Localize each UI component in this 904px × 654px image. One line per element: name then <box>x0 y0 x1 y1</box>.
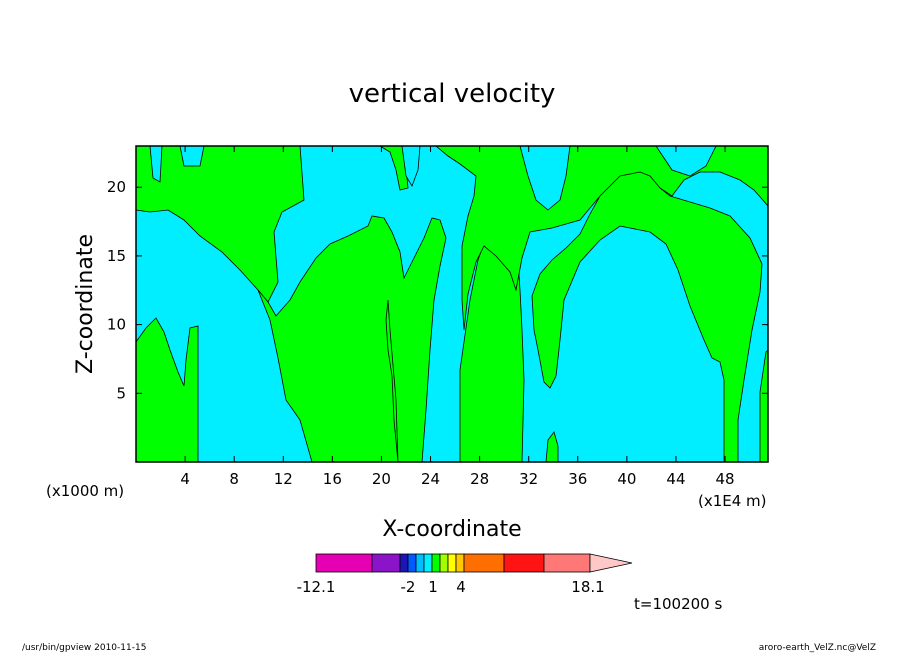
colorbar-swatch <box>431 553 441 573</box>
contour-region <box>257 215 447 463</box>
colorbar-swatch <box>439 553 449 573</box>
colorbar-swatch <box>399 553 409 573</box>
y-tick-label: 10 <box>107 316 126 334</box>
x-axis-ticks: 4 8 12 16 20 24 28 32 36 40 44 48 <box>180 146 735 488</box>
x-tick-label: 44 <box>666 470 685 488</box>
contour-region <box>135 145 305 303</box>
chart-title: vertical velocity <box>349 79 556 109</box>
colorbar-extend-arrow <box>589 553 633 573</box>
x-tick-label: 28 <box>470 470 489 488</box>
colorbar-swatch <box>543 553 591 573</box>
colorbar-swatch <box>407 553 417 573</box>
colorbar-swatch <box>503 553 545 573</box>
contour-region <box>434 145 769 463</box>
x-tick-label: 24 <box>421 470 440 488</box>
colorbar-swatch <box>447 553 457 573</box>
colorbar-swatch <box>463 553 505 573</box>
footer-right: aroro-earth_VelZ.nc@VelZ <box>759 643 876 653</box>
y-tick-label: 20 <box>107 178 126 196</box>
x-axis-label: X-coordinate <box>382 517 521 542</box>
colorbar-tick-label: -2 <box>401 578 416 596</box>
y-tick-label: 5 <box>116 384 126 402</box>
colorbar-swatch <box>371 553 401 573</box>
x-tick-label: 20 <box>372 470 391 488</box>
x-tick-label: 36 <box>568 470 587 488</box>
colorbar-swatch <box>315 553 373 573</box>
x-tick-label: 48 <box>716 470 735 488</box>
x-tick-label: 8 <box>229 470 239 488</box>
x-unit-left: (x1000 m) <box>46 482 124 500</box>
x-unit-right: (x1E4 m) <box>698 492 767 510</box>
colorbar-swatch <box>415 553 425 573</box>
colorbar-tick-label: 18.1 <box>571 578 604 596</box>
contour-regions <box>135 145 769 463</box>
x-tick-label: 32 <box>519 470 538 488</box>
plot-frame <box>135 145 769 463</box>
colorbar-tick-label: 4 <box>456 578 466 596</box>
colorbar-swatch <box>423 553 433 573</box>
colorbar-swatch <box>455 553 465 573</box>
y-axis-label: Z-coordinate <box>73 234 98 374</box>
footer-left: /usr/bin/gpview 2010-11-15 <box>22 643 146 653</box>
colorbar-labels: -12.1 -2 1 4 18.1 <box>297 578 605 596</box>
colorbar-tick-label: -12.1 <box>297 578 336 596</box>
x-tick-label: 40 <box>617 470 636 488</box>
plot-area <box>135 145 769 463</box>
x-tick-label: 16 <box>323 470 342 488</box>
x-tick-label: 4 <box>180 470 190 488</box>
y-axis-ticks: 5 10 15 20 <box>107 178 768 402</box>
time-label: t=100200 s <box>634 595 722 613</box>
contour-region <box>519 145 571 211</box>
colorbar <box>315 553 633 573</box>
x-tick-label: 12 <box>274 470 293 488</box>
colorbar-tick-label: 1 <box>428 578 438 596</box>
y-tick-label: 15 <box>107 247 126 265</box>
